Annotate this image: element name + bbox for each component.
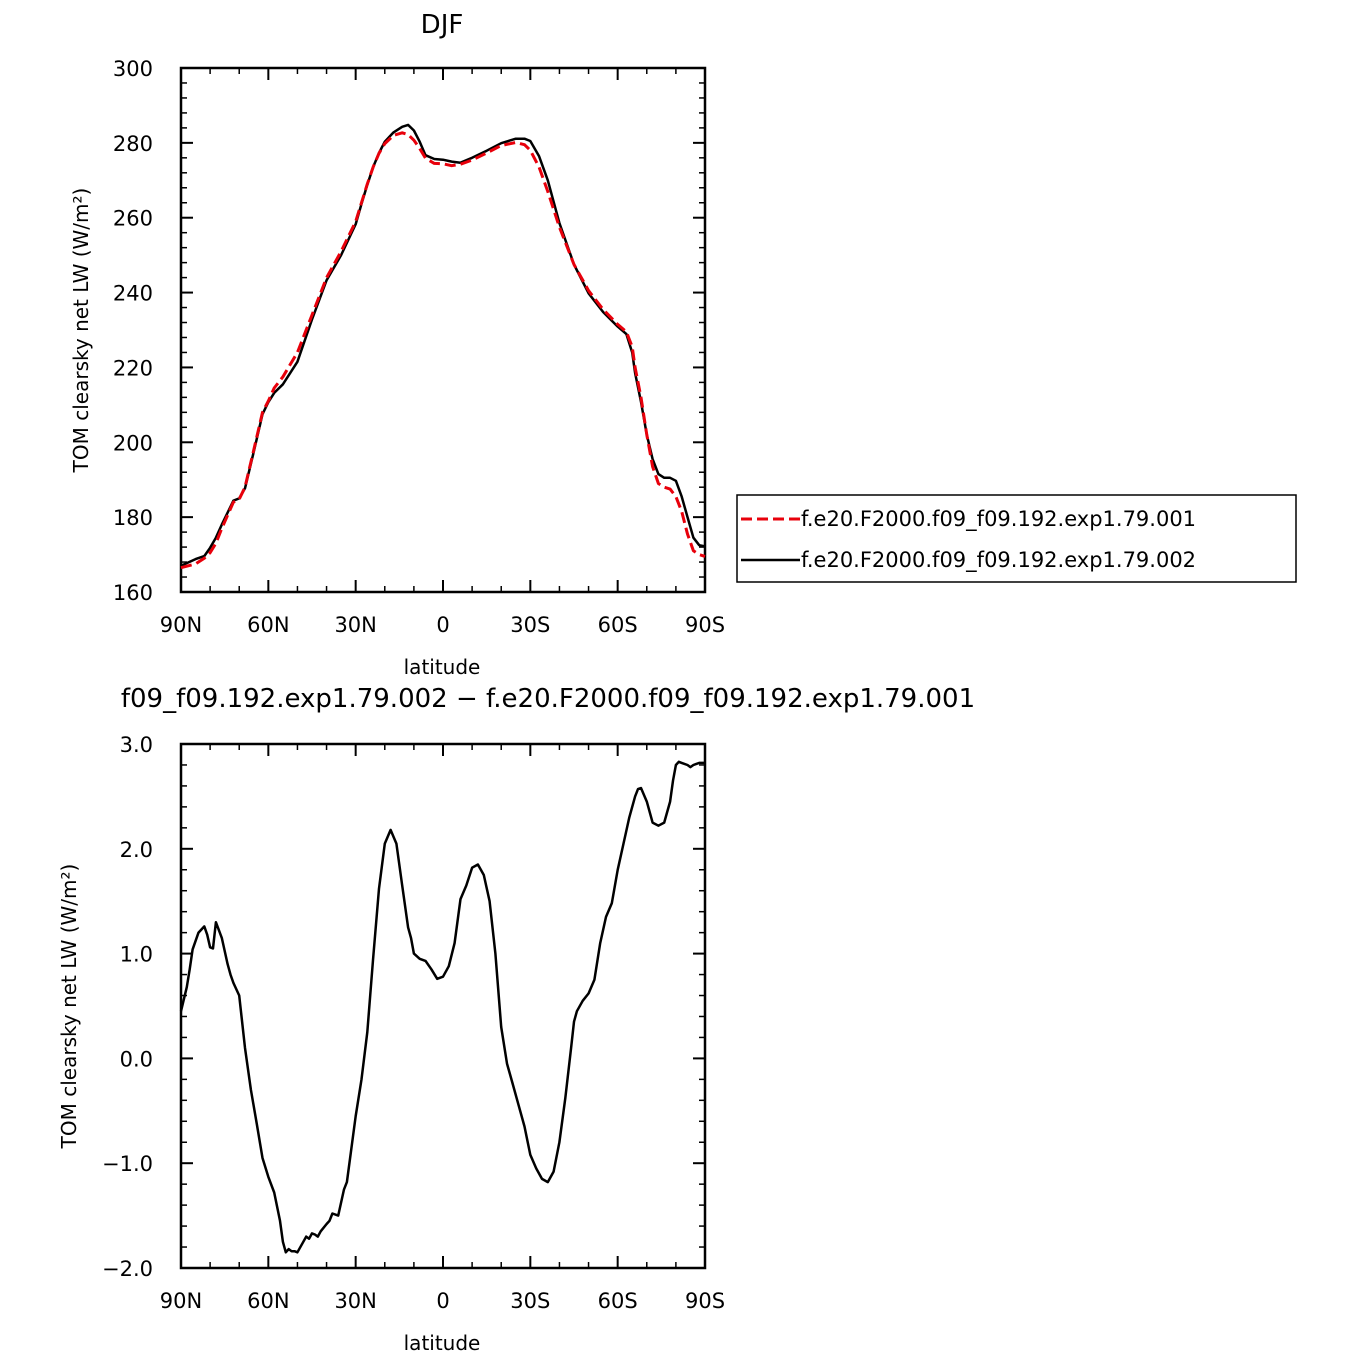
- bottom-x-tick-label: 30N: [334, 1289, 376, 1313]
- top-series-line-exp002: [180, 123, 706, 567]
- top-y-tick-label: 260: [113, 207, 153, 231]
- legend-box: [736, 494, 1297, 583]
- top-chart-panel: DJF 90N 60N 30N 0 30S 60S 90S 160 180 200 220 240 26…: [69, 10, 725, 679]
- bottom-y-tick-label: −1.0: [102, 1152, 153, 1176]
- top-y-tick-label: 240: [113, 282, 153, 306]
- top-y-tick-label: 300: [113, 57, 153, 81]
- top-chart-title: DJF: [421, 10, 464, 40]
- bottom-axis-ticks: 90N 60N 30N 0 30S 60S 90S −2.0 −1.0 0.0 1.0 2.0 3.0: [102, 733, 725, 1313]
- top-y-tick-label: 280: [113, 132, 153, 156]
- top-x-tick-label: 90N: [160, 613, 202, 637]
- top-y-axis-label: TOM clearsky net LW (W/m²): [69, 188, 93, 474]
- top-x-tick-label: 60N: [247, 613, 289, 637]
- top-y-tick-label: 180: [113, 506, 153, 530]
- bottom-y-tick-label: −2.0: [102, 1257, 153, 1281]
- bottom-y-tick-label: 1.0: [120, 943, 153, 967]
- bottom-y-tick-label: 2.0: [120, 838, 153, 862]
- top-y-tick-label: 160: [113, 581, 153, 605]
- legend: f.e20.F2000.f09_f09.192.exp1.79.001 f.e2…: [736, 494, 1297, 583]
- bottom-x-tick-label: 90N: [160, 1289, 202, 1313]
- top-plot-frame: [179, 66, 707, 594]
- bottom-y-tick-label: 3.0: [120, 733, 153, 757]
- top-x-tick-label: 30N: [334, 613, 376, 637]
- top-x-tick-label: 90S: [685, 613, 725, 637]
- bottom-series-lines: [179, 760, 705, 1254]
- top-y-tick-label: 200: [113, 431, 153, 455]
- bottom-x-tick-label: 90S: [685, 1289, 725, 1313]
- bottom-y-axis-label: TOM clearsky net LW (W/m²): [57, 864, 81, 1150]
- top-axis-ticks: 90N 60N 30N 0 30S 60S 90S 160 180 200 220 240 260 280…: [113, 57, 725, 637]
- top-x-tick-label: 0: [436, 613, 449, 637]
- legend-label-exp002: f.e20.F2000.f09_f09.192.exp1.79.002: [801, 548, 1196, 573]
- top-x-axis-label: latitude: [404, 655, 481, 679]
- bottom-chart-panel: f09_f09.192.exp1.79.002 − f.e20.F2000.f0…: [57, 684, 975, 1355]
- bottom-x-tick-label: 60N: [247, 1289, 289, 1313]
- legend-label-exp001: f.e20.F2000.f09_f09.192.exp1.79.001: [801, 507, 1196, 532]
- top-y-tick-label: 220: [113, 356, 153, 380]
- top-series-lines: [180, 123, 706, 570]
- bottom-chart-title: f09_f09.192.exp1.79.002 − f.e20.F2000.f0…: [121, 684, 975, 714]
- bottom-y-tick-label: 0.0: [120, 1047, 153, 1071]
- top-x-tick-label: 60S: [598, 613, 638, 637]
- bottom-x-tick-label: 30S: [510, 1289, 550, 1313]
- bottom-x-tick-label: 0: [436, 1289, 449, 1313]
- bottom-x-tick-label: 60S: [598, 1289, 638, 1313]
- top-x-tick-label: 30S: [510, 613, 550, 637]
- bottom-plot-frame: [179, 742, 707, 1270]
- top-series-line-exp001: [180, 131, 706, 570]
- bottom-series-line-exp002: [179, 760, 705, 1254]
- bottom-x-axis-label: latitude: [404, 1331, 481, 1355]
